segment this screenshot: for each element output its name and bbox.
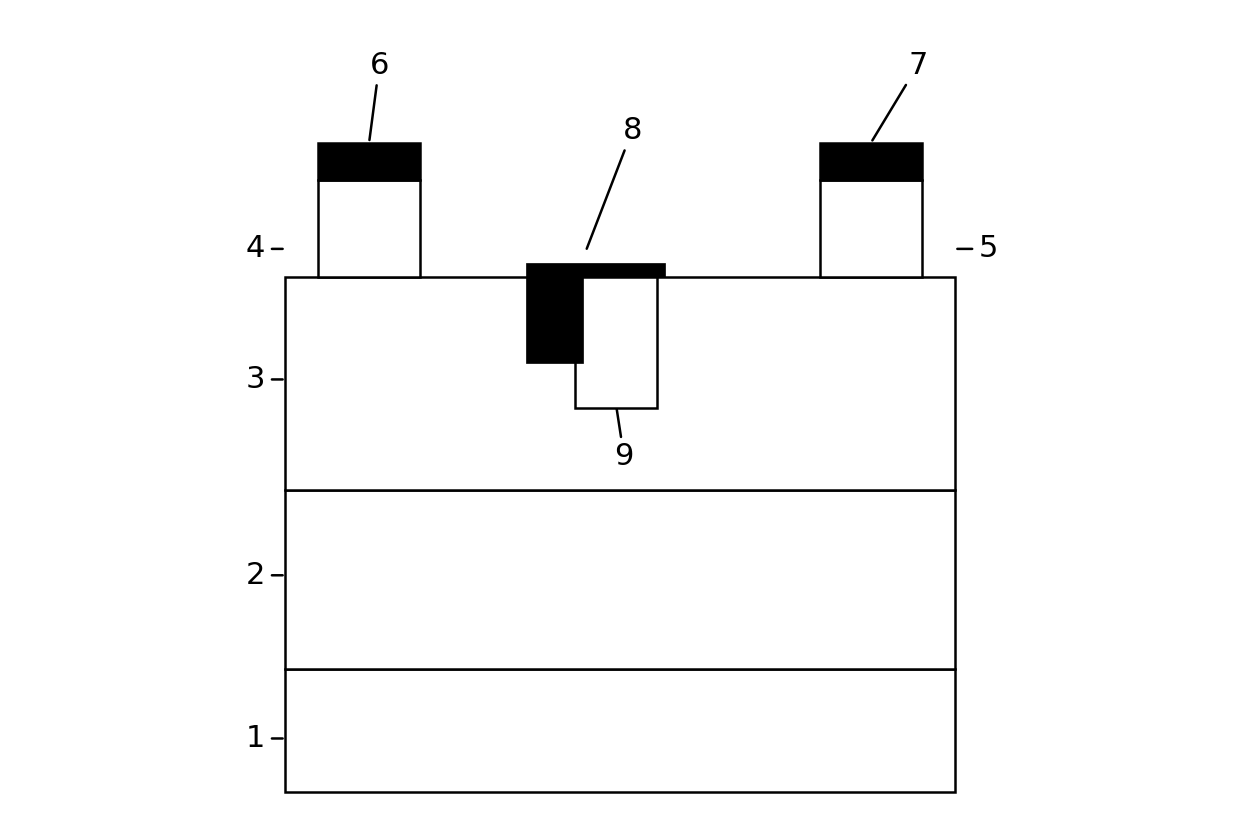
Bar <box>820 180 921 277</box>
Bar <box>319 143 420 180</box>
Text: 4: 4 <box>246 234 265 264</box>
Bar <box>319 180 420 277</box>
Bar <box>820 143 921 180</box>
Polygon shape <box>526 263 665 363</box>
Text: 9: 9 <box>614 406 634 472</box>
Bar <box>575 277 657 408</box>
Text: 5: 5 <box>980 234 998 264</box>
Bar <box>285 490 955 669</box>
Bar <box>285 669 955 792</box>
Text: 7: 7 <box>873 51 928 140</box>
Text: 3: 3 <box>246 365 265 394</box>
Text: 2: 2 <box>246 561 265 590</box>
Bar <box>285 277 955 490</box>
Text: 8: 8 <box>587 116 642 249</box>
Text: 1: 1 <box>246 724 265 753</box>
Text: 6: 6 <box>370 51 389 140</box>
